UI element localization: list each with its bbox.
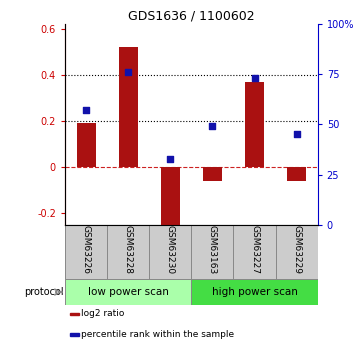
Bar bbox=[119, 47, 138, 167]
Text: low power scan: low power scan bbox=[88, 287, 169, 297]
Bar bbox=[191, 225, 234, 279]
Point bbox=[125, 69, 131, 75]
Bar bbox=[203, 167, 222, 181]
Point bbox=[168, 156, 173, 161]
Bar bbox=[161, 167, 180, 225]
Point bbox=[209, 124, 215, 129]
Point bbox=[294, 132, 300, 137]
Bar bbox=[65, 279, 191, 305]
Bar bbox=[70, 313, 79, 315]
Bar bbox=[234, 225, 275, 279]
Text: log2 ratio: log2 ratio bbox=[81, 309, 124, 318]
Bar bbox=[275, 225, 318, 279]
Text: protocol: protocol bbox=[25, 287, 64, 297]
Bar bbox=[107, 225, 149, 279]
Text: GSM63226: GSM63226 bbox=[82, 226, 91, 275]
Title: GDS1636 / 1100602: GDS1636 / 1100602 bbox=[128, 10, 255, 23]
Bar bbox=[287, 167, 306, 181]
Point bbox=[252, 76, 257, 81]
Text: GSM63227: GSM63227 bbox=[250, 226, 259, 275]
Bar bbox=[65, 225, 107, 279]
Point bbox=[83, 108, 89, 113]
Text: GSM63230: GSM63230 bbox=[166, 226, 175, 275]
Text: percentile rank within the sample: percentile rank within the sample bbox=[81, 330, 234, 339]
Bar bbox=[70, 333, 79, 336]
Text: GSM63228: GSM63228 bbox=[124, 226, 132, 275]
Bar bbox=[77, 123, 96, 167]
Text: high power scan: high power scan bbox=[212, 287, 297, 297]
Bar bbox=[245, 82, 264, 167]
Text: GSM63229: GSM63229 bbox=[292, 226, 301, 275]
Bar bbox=[149, 225, 191, 279]
Bar bbox=[191, 279, 318, 305]
Text: GSM63163: GSM63163 bbox=[208, 226, 217, 275]
